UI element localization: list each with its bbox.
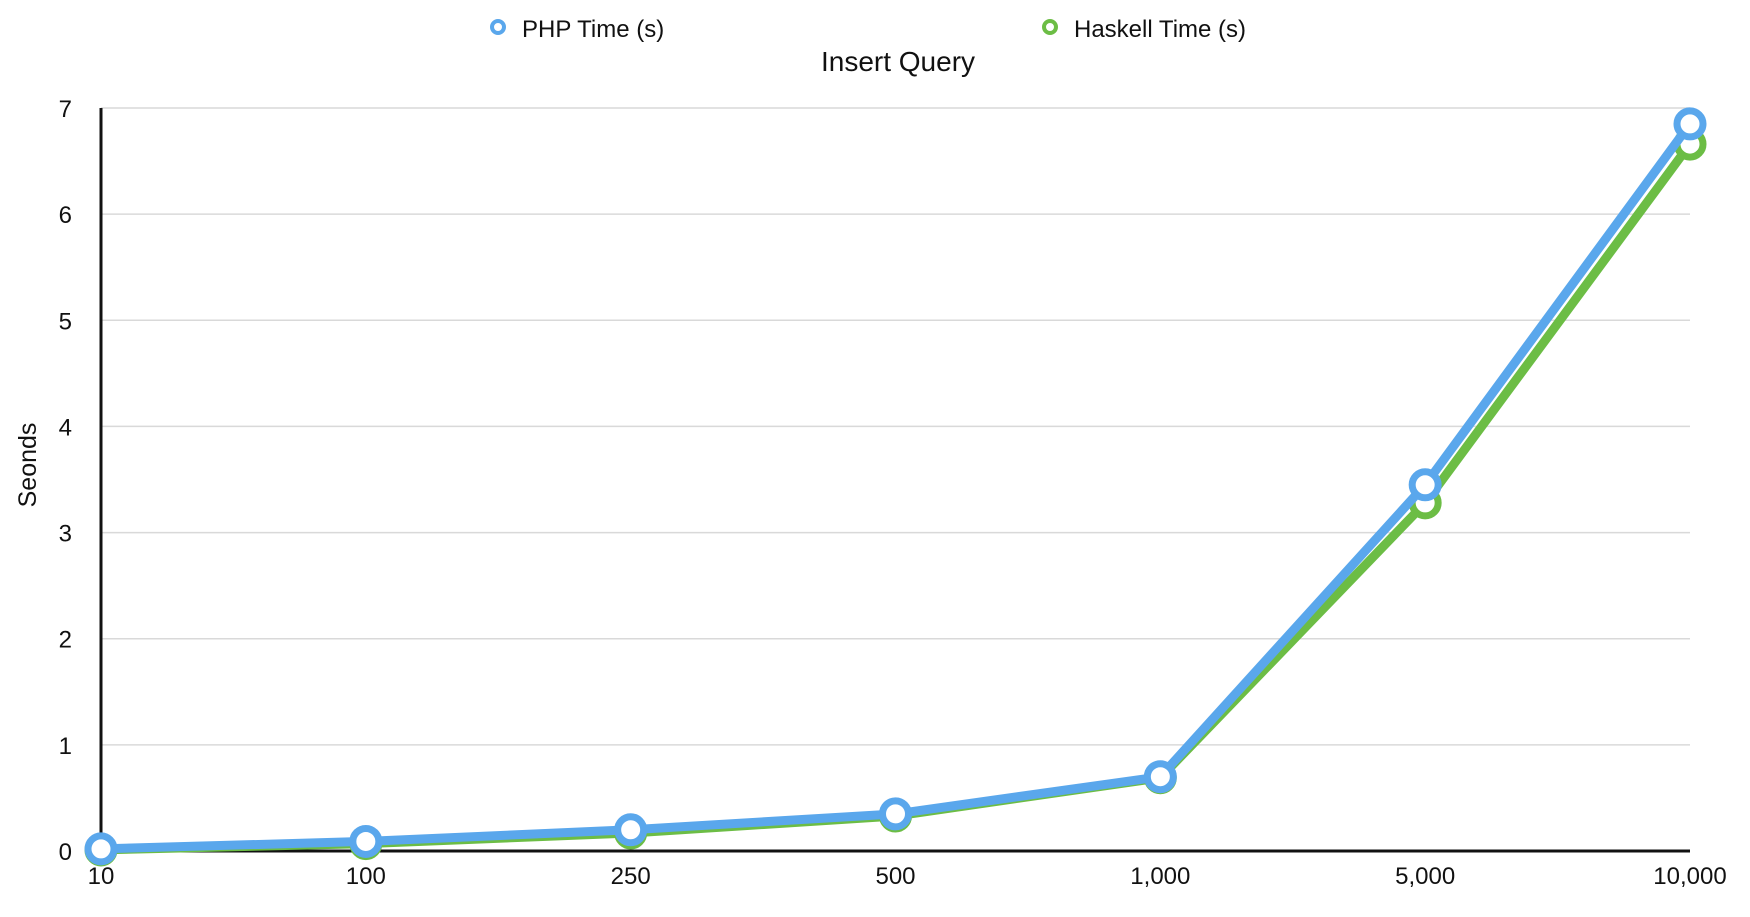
x-axis-ticks: 10 100 250 500 1,000 5,000 10,000 xyxy=(88,863,1727,890)
y-tick-label: 2 xyxy=(59,627,72,654)
chart-title: Insert Query xyxy=(821,46,975,77)
data-point-php[interactable] xyxy=(84,832,118,866)
x-tick-label: 10 xyxy=(88,863,115,890)
series-line-php xyxy=(96,119,1695,854)
y-tick-label: 3 xyxy=(59,521,72,548)
y-tick-label: 1 xyxy=(59,733,72,760)
x-tick-label: 500 xyxy=(875,863,915,890)
legend-label-haskell: Haskell Time (s) xyxy=(1074,16,1246,43)
data-point-php[interactable] xyxy=(879,797,912,831)
y-axis-label: Seonds xyxy=(14,423,42,508)
gridlines xyxy=(101,107,1690,746)
series-php xyxy=(84,107,1707,866)
data-point-php[interactable] xyxy=(1673,107,1707,141)
x-tick-label: 10,000 xyxy=(1653,863,1726,890)
legend-label-php: PHP Time (s) xyxy=(522,16,664,43)
x-tick-label: 250 xyxy=(611,863,651,890)
x-tick-label: 100 xyxy=(346,863,386,890)
data-point-php[interactable] xyxy=(1408,468,1442,502)
y-tick-label: 5 xyxy=(59,308,72,335)
y-tick-label: 7 xyxy=(59,96,72,123)
data-point-php[interactable] xyxy=(349,824,383,858)
y-tick-label: 4 xyxy=(59,414,72,441)
x-tick-label: 1,000 xyxy=(1130,863,1190,890)
legend-marker-haskell xyxy=(1042,19,1058,35)
x-tick-label: 5,000 xyxy=(1395,863,1455,890)
legend-item-haskell[interactable]: Haskell Time (s) xyxy=(1042,16,1246,43)
y-tick-label: 0 xyxy=(59,839,72,866)
series-layer xyxy=(84,107,1707,867)
series-haskell xyxy=(84,127,1707,867)
data-point-php[interactable] xyxy=(1143,760,1177,794)
y-tick-label: 6 xyxy=(59,202,72,229)
data-point-php[interactable] xyxy=(614,813,648,847)
legend-marker-php xyxy=(490,19,506,35)
legend-item-php[interactable]: PHP Time (s) xyxy=(490,16,664,43)
series-line-haskell xyxy=(96,139,1695,855)
legend: PHP Time (s) Haskell Time (s) xyxy=(490,16,1246,43)
y-axis-ticks: 0 1 2 3 4 5 6 7 xyxy=(59,96,72,866)
